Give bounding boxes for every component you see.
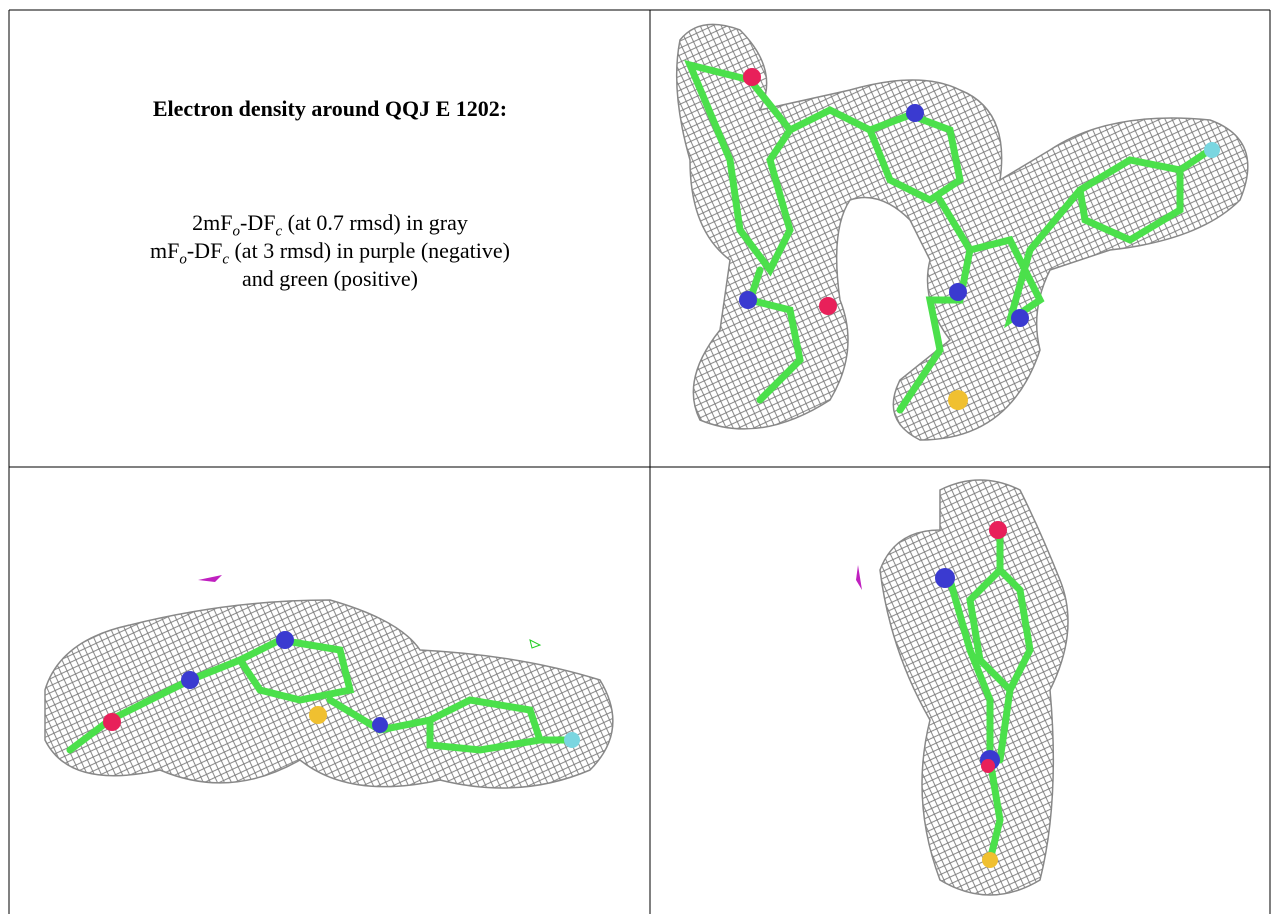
text-segment: (at 0.7 rmsd) in gray (282, 210, 468, 235)
page: Electron density around QQJ E 1202: 2mFo… (0, 0, 1278, 914)
caption-line: mFo-DFc (at 3 rmsd) in purple (negative) (10, 238, 650, 268)
subscript: c (222, 251, 229, 267)
caption-line: and green (positive) (10, 266, 650, 292)
density-view-top (677, 24, 1248, 440)
density-view-end (856, 480, 1068, 895)
subscript: o (179, 251, 187, 267)
figure-table (0, 0, 1278, 914)
caption-title: Electron density around QQJ E 1202: (10, 96, 650, 122)
text-segment: -DF (240, 210, 275, 235)
density-view-side (45, 575, 613, 788)
caption-line: 2mFo-DFc (at 0.7 rmsd) in gray (10, 210, 650, 240)
subscript: o (233, 223, 241, 239)
text-segment: and green (positive) (242, 266, 418, 291)
text-segment: (at 3 rmsd) in purple (negative) (229, 238, 510, 263)
text-segment: -DF (187, 238, 222, 263)
text-segment: mF (150, 238, 179, 263)
text-segment: 2mF (192, 210, 232, 235)
